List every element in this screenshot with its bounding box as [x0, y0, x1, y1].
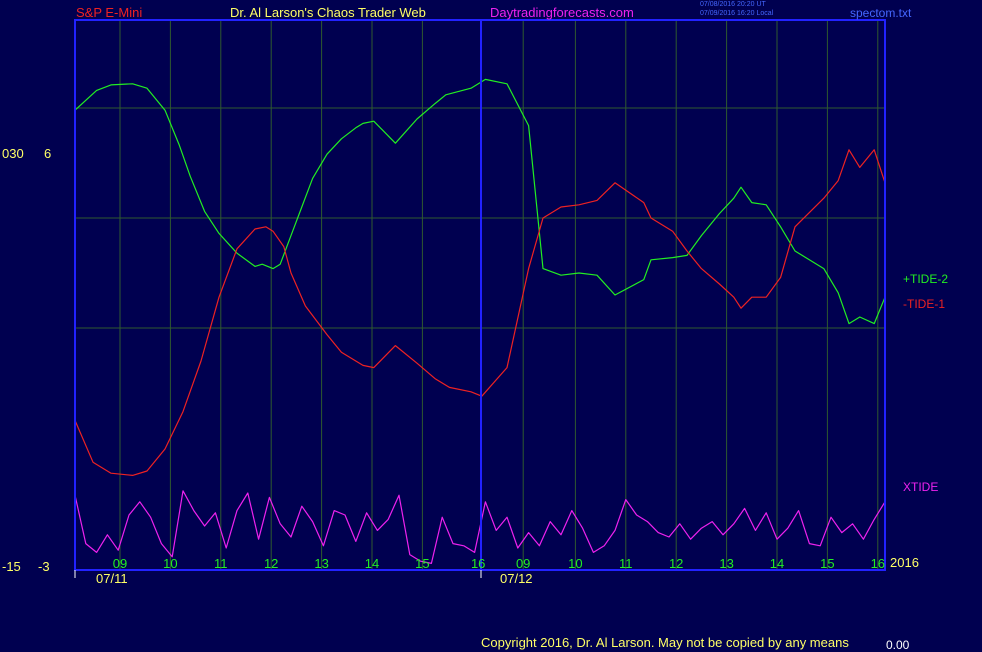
x-tick-label: 14	[365, 556, 379, 571]
corner-value: 0.00	[886, 638, 910, 652]
x-tick-label: 14	[770, 556, 784, 571]
timestamp-ut: 07/08/2016 20:20 UT	[700, 1, 766, 8]
left-axis-top-left: 030	[2, 146, 24, 161]
symbol-label: S&P E-Mini	[76, 5, 143, 20]
site-label[interactable]: Daytradingforecasts.com	[490, 5, 634, 20]
legend-xtide: XTIDE	[903, 480, 939, 494]
year-label: 2016	[890, 555, 919, 570]
x-tick-label: 12	[669, 556, 683, 571]
x-tick-label: 12	[264, 556, 278, 571]
x-tick-label: 15	[415, 556, 429, 571]
x-tick-label: 16	[871, 556, 885, 571]
x-tick-label: 15	[820, 556, 834, 571]
x-tick-labels: 09 10 11 12 13 14 15 16 09 10 11 12 13 14 15 16	[113, 556, 885, 571]
x-tick-label: 16	[471, 556, 485, 571]
minus-tide-1-line	[74, 149, 886, 476]
date-label-2: 07/12	[500, 571, 533, 586]
left-axis-top-right: 6	[44, 146, 52, 161]
x-tick-label: 11	[619, 556, 633, 571]
author-label: Dr. Al Larson's Chaos Trader Web	[230, 5, 426, 20]
plus-tide-2-line	[74, 78, 886, 325]
x-tick-label: 10	[568, 556, 582, 571]
x-tick-label: 11	[214, 556, 228, 571]
legend-minus-tide-1: -TIDE-1	[903, 297, 945, 311]
copyright: Copyright 2016, Dr. Al Larson. May not b…	[481, 635, 849, 650]
legend-plus-tide-2: +TIDE-2	[903, 272, 949, 286]
x-tick-label: 13	[314, 556, 328, 571]
x-tick-label: 13	[719, 556, 733, 571]
x-tick-label: 09	[516, 556, 530, 571]
date-label-1: 07/11	[96, 571, 128, 586]
x-tick-label: 10	[163, 556, 177, 571]
timestamp-local: 07/09/2016 16:20 Local	[700, 10, 774, 17]
file-label: spectom.txt	[850, 6, 912, 20]
left-axis-bottom-left: -15	[2, 559, 21, 574]
x-tick-label: 09	[113, 556, 127, 571]
left-axis-bottom-right: -3	[38, 559, 50, 574]
